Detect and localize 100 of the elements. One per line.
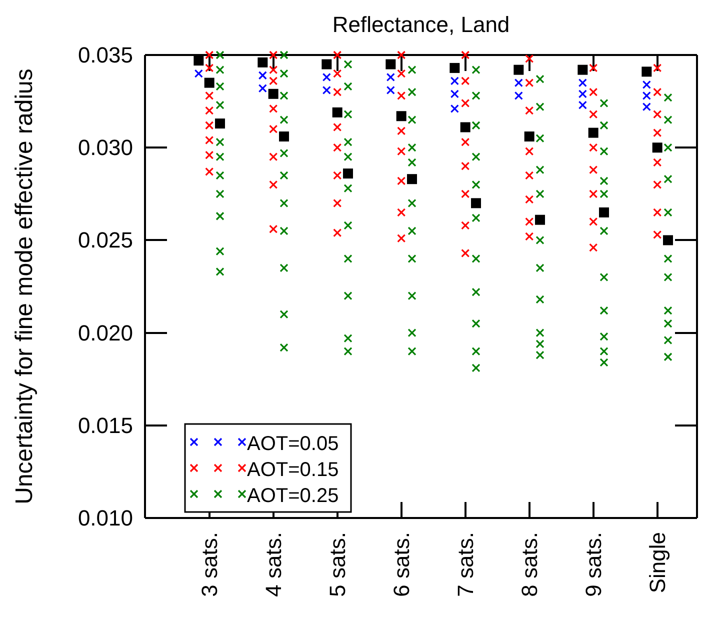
point bbox=[536, 264, 544, 272]
point bbox=[408, 347, 416, 356]
point bbox=[642, 102, 651, 112]
point bbox=[450, 76, 459, 86]
point bbox=[578, 100, 587, 110]
x-tick-label: 4 sats. bbox=[261, 532, 286, 597]
y-tick-label: 0.030 bbox=[78, 135, 133, 160]
point bbox=[536, 134, 544, 143]
point bbox=[653, 230, 662, 239]
point bbox=[408, 254, 416, 264]
point bbox=[461, 76, 470, 86]
point bbox=[205, 50, 214, 60]
point bbox=[216, 171, 224, 180]
point bbox=[653, 110, 662, 119]
point bbox=[280, 310, 288, 319]
point bbox=[600, 347, 608, 356]
point bbox=[408, 328, 416, 338]
point bbox=[397, 50, 406, 60]
point bbox=[525, 171, 534, 180]
point bbox=[472, 288, 480, 296]
point bbox=[472, 152, 480, 162]
point bbox=[525, 217, 534, 226]
point bbox=[258, 84, 267, 93]
point bbox=[472, 121, 480, 130]
point bbox=[600, 306, 608, 315]
legend-label: AOT=0.25 bbox=[247, 485, 339, 507]
x-tick-label: 9 sats. bbox=[581, 532, 606, 597]
point bbox=[450, 62, 460, 73]
point bbox=[205, 106, 214, 115]
x-tick-label: 8 sats. bbox=[517, 532, 542, 597]
chart-title: Reflectance, Land bbox=[332, 12, 510, 37]
point bbox=[205, 150, 214, 160]
point bbox=[600, 190, 608, 198]
point bbox=[216, 267, 224, 276]
point bbox=[461, 221, 470, 230]
point bbox=[664, 272, 672, 282]
point bbox=[216, 82, 224, 91]
point bbox=[642, 91, 651, 100]
y-tick-label: 0.015 bbox=[78, 412, 133, 438]
legend-label: AOT=0.05 bbox=[247, 433, 339, 455]
point bbox=[653, 208, 662, 217]
point bbox=[536, 328, 544, 338]
point bbox=[344, 221, 352, 230]
point bbox=[525, 78, 534, 88]
point bbox=[397, 147, 406, 156]
point bbox=[664, 319, 672, 328]
x-tick-label: 3 sats. bbox=[197, 532, 222, 597]
point bbox=[600, 176, 608, 186]
point bbox=[397, 69, 406, 78]
point bbox=[600, 358, 608, 367]
point bbox=[408, 116, 416, 124]
point bbox=[280, 198, 288, 208]
point bbox=[333, 228, 342, 238]
point bbox=[332, 107, 342, 118]
point bbox=[536, 236, 544, 244]
point bbox=[344, 60, 352, 69]
point bbox=[524, 131, 534, 142]
point bbox=[408, 66, 416, 74]
point bbox=[280, 343, 288, 352]
point bbox=[344, 291, 352, 300]
point bbox=[216, 138, 224, 146]
point bbox=[578, 78, 587, 88]
point bbox=[525, 195, 534, 204]
point bbox=[258, 57, 268, 68]
point bbox=[269, 152, 278, 162]
point bbox=[589, 217, 598, 226]
point bbox=[472, 364, 480, 372]
x-tick-label: 5 sats. bbox=[325, 532, 350, 597]
point bbox=[536, 102, 544, 112]
point bbox=[600, 98, 608, 108]
point bbox=[664, 352, 672, 362]
point bbox=[258, 71, 267, 80]
point bbox=[589, 243, 598, 252]
point bbox=[450, 104, 459, 114]
point bbox=[269, 224, 278, 234]
point bbox=[653, 88, 662, 96]
point bbox=[396, 111, 406, 122]
point bbox=[216, 212, 224, 220]
point bbox=[344, 138, 352, 146]
point bbox=[472, 347, 480, 356]
point bbox=[344, 152, 352, 162]
point bbox=[333, 198, 342, 208]
point bbox=[344, 254, 352, 264]
point bbox=[205, 64, 214, 72]
point bbox=[397, 91, 406, 100]
point bbox=[525, 232, 534, 241]
point bbox=[216, 190, 224, 198]
point bbox=[461, 162, 470, 170]
x-tick-label: 6 sats. bbox=[389, 532, 414, 597]
point bbox=[472, 91, 480, 100]
point bbox=[461, 98, 470, 108]
point bbox=[525, 147, 534, 156]
y-tick-label: 0.035 bbox=[78, 42, 133, 68]
point bbox=[397, 176, 406, 186]
y-tick-label: 0.010 bbox=[78, 506, 133, 530]
y-tick-label: 0.025 bbox=[78, 228, 133, 253]
legend-label: AOT=0.15 bbox=[247, 459, 339, 481]
point bbox=[589, 64, 598, 72]
point bbox=[600, 147, 608, 156]
point bbox=[589, 110, 598, 119]
